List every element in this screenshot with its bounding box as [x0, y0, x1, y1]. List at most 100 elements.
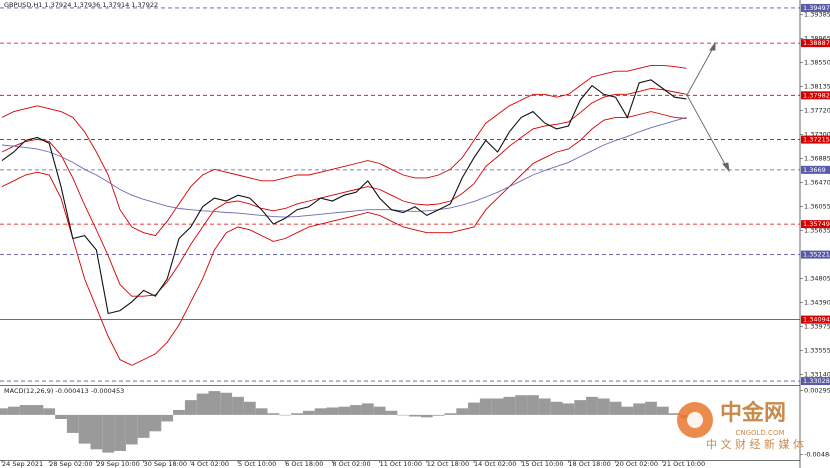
watermark-name: 中金网 — [720, 400, 786, 426]
y-tick-label: 1.36470 — [804, 179, 830, 187]
macd-bar — [125, 414, 138, 445]
macd-bar — [621, 406, 634, 415]
series-line — [1, 64, 687, 237]
x-tick-label: 21 Oct 10:00 — [663, 460, 705, 468]
macd-bar — [409, 414, 421, 417]
y-tick-label: 0.002956 — [804, 387, 830, 395]
level-box — [801, 220, 830, 229]
x-tick-label: 18 Oct 18:00 — [568, 460, 610, 468]
macd-bar — [19, 405, 32, 415]
macd-bar — [184, 400, 197, 415]
level-label: 1.37982 — [803, 91, 830, 99]
macd-bar — [291, 413, 303, 415]
macd-bar — [220, 392, 233, 415]
arrows — [686, 41, 730, 173]
x-tick-label: 30 Sep 18:00 — [144, 460, 187, 468]
y-tick-label: 1.36885 — [804, 155, 830, 163]
macd-bar — [0, 408, 8, 415]
y-tick-label: -0.004847 — [804, 451, 830, 459]
level-box — [801, 165, 830, 174]
macd-bar — [102, 414, 115, 453]
macd-bar — [208, 391, 221, 415]
macd-bar — [491, 398, 504, 415]
macd-bar — [550, 401, 563, 415]
macd-bar — [7, 406, 20, 415]
y-tick-label: 1.38135 — [804, 83, 830, 91]
x-tick-label: 15 Oct 10:00 — [521, 460, 563, 468]
macd-bar — [173, 409, 185, 415]
macd-bar — [385, 410, 398, 415]
x-tick-label: 4 Oct 02:00 — [191, 460, 229, 468]
macd-bar — [656, 406, 669, 415]
y-tick-label: 1.38965 — [804, 35, 830, 43]
x-tick-label: 29 Sep 10:00 — [96, 460, 139, 468]
x-tick-label: 5 Oct 10:00 — [238, 460, 276, 468]
level-box — [801, 377, 830, 386]
macd-bar — [645, 401, 657, 415]
x-tick-label: 12 Oct 18:00 — [427, 460, 469, 468]
chart-title: GBPUSD,H1 1.37924 1.37936 1.37914 1.3792… — [4, 1, 158, 9]
level-label: 1.35749 — [803, 220, 830, 228]
y-tick-label: 1.35635 — [804, 227, 830, 235]
macd-bar — [243, 401, 256, 415]
level-label: 1.38887 — [803, 39, 830, 47]
watermark-site: CNGOLD.COM — [735, 429, 784, 437]
macd-bar — [279, 414, 292, 416]
macd-bar — [196, 393, 209, 415]
level-box — [801, 135, 830, 144]
level-box — [801, 315, 830, 324]
level-label: 1.35221 — [803, 251, 830, 259]
y-tick-label: 1.34805 — [804, 275, 830, 283]
level-label: 1.33028 — [803, 377, 830, 385]
macd-bar — [55, 414, 67, 419]
y-tick-label: 1.34390 — [804, 299, 830, 307]
level-box — [801, 250, 830, 259]
y-tick-label: 1.37300 — [804, 131, 830, 139]
x-tick-label: 28 Sep 02:00 — [49, 460, 92, 468]
macd-bar — [456, 408, 469, 415]
level-box — [801, 91, 830, 100]
level-label: 1.37215 — [803, 136, 830, 144]
y-tick-label: 1.38550 — [804, 59, 830, 67]
x-tick-label: 11 Oct 10:00 — [380, 460, 422, 468]
macd-bar — [43, 408, 56, 415]
macd-bar — [314, 408, 327, 415]
macd-bar — [78, 414, 91, 444]
macd-bar — [302, 410, 315, 415]
plot-area — [0, 7, 800, 453]
macd-bar — [350, 405, 362, 415]
macd-bar — [397, 414, 410, 416]
macd-bar — [361, 403, 374, 415]
macd-bar — [609, 401, 622, 415]
watermark-slogan: 中 文 财 经 新 媒 体 — [706, 437, 804, 451]
macd-bar — [137, 414, 150, 438]
macd-bar — [420, 414, 433, 418]
macd-bar — [255, 408, 268, 415]
x-tick-label: 8 Oct 02:00 — [332, 460, 370, 468]
series-line — [1, 116, 687, 218]
macd-bar — [574, 400, 587, 415]
macd-bar — [432, 414, 445, 416]
macd-bar — [668, 413, 681, 415]
level-box — [801, 39, 830, 48]
macd-bar — [586, 396, 598, 415]
macd-bar — [338, 406, 351, 415]
macd-bar — [503, 396, 516, 415]
macd-bar — [232, 396, 244, 415]
y-tick-label: 1.39385 — [804, 10, 830, 18]
level-label: 1.39497 — [803, 4, 830, 12]
macd-bar — [538, 398, 551, 415]
macd-bar — [31, 405, 44, 415]
x-tick-label: 24 Sep 2021 — [2, 460, 43, 468]
macd-title: MACD(12,26,9) -0.000413 -0.000453 — [4, 387, 124, 395]
macd-bar — [444, 413, 457, 415]
y-tick-label: 1.37720 — [804, 106, 830, 114]
macd-bar — [66, 414, 79, 433]
macd-bar — [161, 414, 174, 422]
series-line — [1, 111, 687, 366]
macd-bar — [114, 414, 126, 451]
series-line — [1, 79, 687, 315]
x-tick-label: 14 Oct 02:00 — [474, 460, 516, 468]
